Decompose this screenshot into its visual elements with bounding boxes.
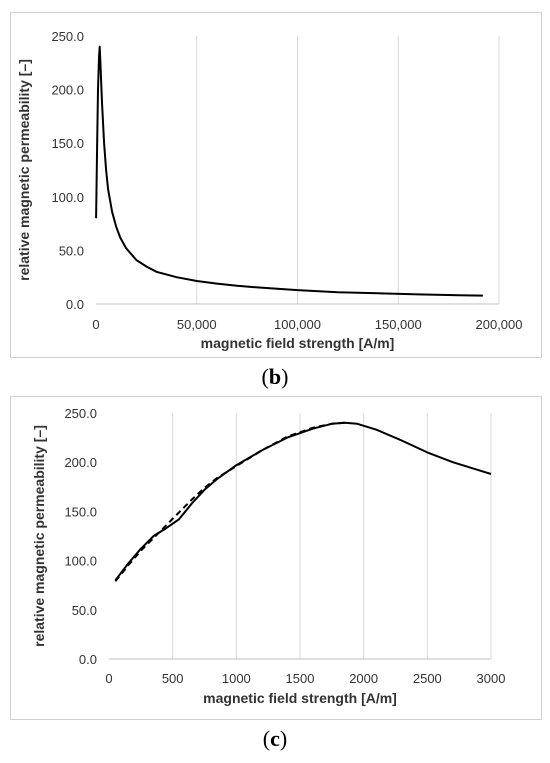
chart-c-x-tick-label: 0 <box>105 671 112 686</box>
chart-c-y-tick-label: 50.0 <box>72 603 97 618</box>
chart-c-series-2-line <box>114 421 345 582</box>
chart-c-x-tick-label: 2000 <box>349 671 378 686</box>
chart-b-x-tick-label: 100,000 <box>274 317 321 332</box>
chart-c-x-tick-label: 500 <box>162 671 184 686</box>
chart-c: 0 500 1000 1500 2000 2500 3000 0.0 50.0 100.0 150.… <box>31 406 506 706</box>
chart-b-series-1-line <box>95 45 483 297</box>
chart-c-y-tick-label: 250.0 <box>64 406 97 421</box>
chart-b-x-tick-label: 0 <box>92 317 99 332</box>
chart-c-x-tick-label: 1500 <box>286 671 315 686</box>
chart-c-y-axis-label: relative magnetic permeability [–] <box>31 425 47 647</box>
chart-c-y-tick-label: 150.0 <box>64 504 97 519</box>
chart-c-y-tick-label: 200.0 <box>64 455 97 470</box>
chart-c-x-tick-label: 3000 <box>477 671 506 686</box>
chart-b-y-tick-label: 200.0 <box>51 83 84 98</box>
caption-b-open: ( <box>261 364 269 389</box>
chart-c-x-tick-label: 2500 <box>413 671 442 686</box>
caption-c: (c) <box>0 726 550 752</box>
caption-b-close: ) <box>281 364 289 389</box>
chart-c-series-1-line <box>114 421 492 581</box>
chart-b-y-tick-label: 0.0 <box>66 297 84 312</box>
chart-c-x-axis-label: magnetic field strength [A/m] <box>203 690 397 706</box>
chart-panel-b: 0 50,000 100,000 150,000 200,000 0.0 50.0 100.0… <box>10 12 542 358</box>
chart-c-y-tick-label: 0.0 <box>79 652 97 667</box>
caption-c-close: ) <box>279 726 288 751</box>
caption-c-letter: c <box>270 726 280 751</box>
chart-b-x-tick-label: 150,000 <box>375 317 422 332</box>
chart-b-x-tick-label: 50,000 <box>177 317 217 332</box>
chart-b-y-tick-label: 150.0 <box>51 136 84 151</box>
chart-b-y-axis-label: relative magnetic permeability [–] <box>16 59 32 281</box>
chart-b-y-tick-label: 100.0 <box>51 190 84 205</box>
chart-b-x-tick-label: 200,000 <box>476 317 523 332</box>
chart-panel-c: 0 500 1000 1500 2000 2500 3000 0.0 50.0 100.0 150.… <box>10 396 542 720</box>
caption-b-letter: b <box>268 364 282 389</box>
caption-c-open: ( <box>262 726 271 751</box>
chart-b-x-axis-label: magnetic field strength [A/m] <box>201 335 395 351</box>
chart-b-y-tick-label: 250.0 <box>51 29 84 44</box>
chart-b: 0 50,000 100,000 150,000 200,000 0.0 50.0 100.0… <box>16 29 523 351</box>
chart-c-y-tick-label: 100.0 <box>64 554 97 569</box>
chart-b-y-tick-label: 50.0 <box>59 243 84 258</box>
chart-c-x-tick-label: 1000 <box>222 671 251 686</box>
caption-b: (b) <box>0 364 550 390</box>
